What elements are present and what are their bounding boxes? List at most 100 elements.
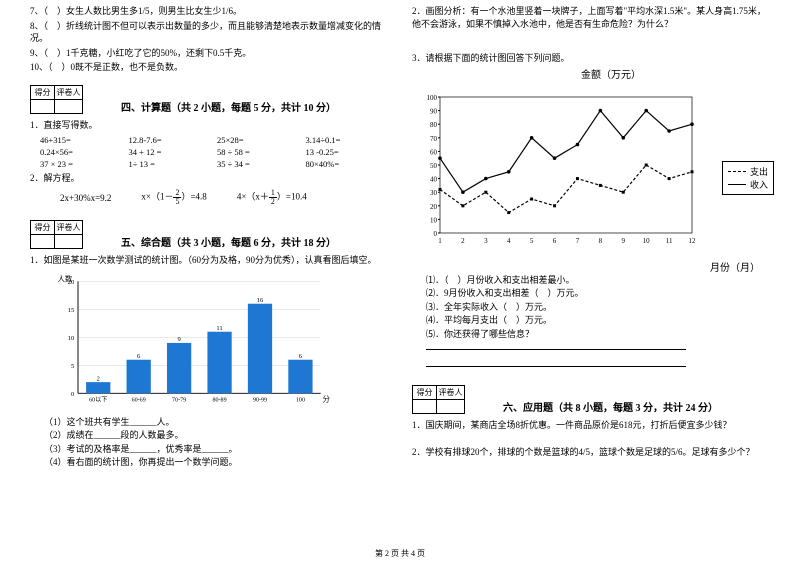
q8: 8、（ ）折线统计图不但可以表示出数量的多少，而且能够清楚地表示数量增减变化的情… bbox=[30, 20, 388, 45]
left-column: 7、（ ）女生人数比男生多1/5，则男生比女生少1/6。 8、（ ）折线统计图不… bbox=[30, 4, 388, 545]
r-subq-2: ⑵．9月份收入和支出相差（ ）万元。 bbox=[426, 287, 770, 301]
section4-title: 四、计算题（共 2 小题，每题 5 分，共计 10 分） bbox=[121, 99, 336, 114]
svg-text:40: 40 bbox=[430, 175, 438, 183]
legend-dash-icon bbox=[728, 171, 746, 172]
svg-text:11: 11 bbox=[216, 325, 222, 332]
svg-text:100: 100 bbox=[296, 397, 305, 403]
answer-line bbox=[426, 366, 686, 367]
svg-text:5: 5 bbox=[71, 363, 74, 370]
svg-text:80-89: 80-89 bbox=[213, 397, 227, 403]
section5-head: 得分评卷人 五、综合题（共 3 小题，每题 6 分，共计 18 分） bbox=[30, 220, 388, 249]
svg-text:7: 7 bbox=[576, 237, 580, 245]
legend-income-label: 收入 bbox=[750, 178, 768, 191]
section5-title: 五、综合题（共 3 小题，每题 6 分，共计 18 分） bbox=[121, 234, 336, 249]
line-chart-svg: 0102030405060708090100123456789101112 bbox=[412, 91, 752, 251]
frac-den: 2 bbox=[269, 198, 277, 206]
score-label: 得分 bbox=[31, 221, 55, 235]
legend-expense-label: 支出 bbox=[750, 165, 768, 178]
subq-3: （3）考试的及格率是______，优秀率是______。 bbox=[44, 443, 388, 457]
score-cell bbox=[31, 99, 55, 113]
score-cell bbox=[413, 400, 437, 414]
svg-text:10: 10 bbox=[68, 335, 75, 342]
svg-text:0: 0 bbox=[434, 230, 438, 238]
q6-2: 2．学校有排球20个，排球的个数是篮球的4/5，篮球个数是足球的5/6。足球有多… bbox=[412, 446, 770, 459]
svg-text:11: 11 bbox=[666, 237, 673, 245]
eq2-pre: x×（1－ bbox=[141, 192, 173, 202]
svg-text:10: 10 bbox=[430, 216, 438, 224]
equation-row: 2x+30%x=9.2 x×（1－25）=4.8 4×（x＋12）=10.4 bbox=[60, 189, 388, 206]
svg-text:9: 9 bbox=[622, 237, 626, 245]
subq-1: （1）这个班共有学生______人。 bbox=[44, 416, 388, 430]
q6-1: 1．国庆期间，某商店全场8折优惠。一件商品原价是618元，打折后便宜多少钱？ bbox=[412, 419, 770, 432]
svg-text:90-99: 90-99 bbox=[253, 397, 267, 403]
eq3-post: ）=10.4 bbox=[277, 192, 307, 202]
grader-cell bbox=[55, 99, 83, 113]
legend-line-icon bbox=[728, 184, 746, 185]
score-label: 得分 bbox=[413, 386, 437, 400]
line-chart-title: 金额（万元） bbox=[452, 66, 770, 81]
score-table-6: 得分评卷人 bbox=[412, 385, 465, 414]
calc-cell: 0.24×56= bbox=[40, 147, 123, 157]
score-label: 得分 bbox=[31, 85, 55, 99]
svg-text:100: 100 bbox=[427, 94, 438, 102]
calc-label: 1．直接写得数。 bbox=[30, 119, 388, 132]
legend-income: 收入 bbox=[728, 178, 768, 191]
legend-expense: 支出 bbox=[728, 165, 768, 178]
bar-chart: 05101520人数260以下660-69970-791180-891690-9… bbox=[50, 272, 330, 412]
calc-cell: 35 ÷ 34 = bbox=[217, 159, 300, 169]
subq-2: （2）成绩在______段的人数最多。 bbox=[44, 429, 388, 443]
r-subq-1: ⑴．（ ）月份收入和支出相差最小。 bbox=[426, 274, 770, 288]
page-footer: 第 2 页 共 4 页 bbox=[0, 548, 800, 559]
calc-cell: 25×28= bbox=[217, 135, 300, 145]
score-cell bbox=[31, 235, 55, 249]
svg-text:分数: 分数 bbox=[323, 393, 330, 403]
svg-text:6: 6 bbox=[299, 353, 303, 360]
grader-cell bbox=[437, 400, 465, 414]
section6-title: 六、应用题（共 8 小题，每题 3 分，共计 24 分） bbox=[503, 399, 718, 414]
svg-text:12: 12 bbox=[689, 237, 697, 245]
svg-text:30: 30 bbox=[430, 189, 438, 197]
svg-text:16: 16 bbox=[257, 297, 264, 304]
r-q2: 2．画图分析：有一个水池里竖着一块牌子，上面写着"平均水深1.5米"。某人身高1… bbox=[412, 5, 770, 30]
calc-cell: 13 -0.25= bbox=[306, 147, 389, 157]
svg-text:1: 1 bbox=[438, 237, 442, 245]
svg-text:4: 4 bbox=[507, 237, 511, 245]
r-subq-4: ⑷．平均每月支出（ ）万元。 bbox=[426, 314, 770, 328]
r-q3: 3．请根据下面的统计图回答下列问题。 bbox=[412, 52, 770, 65]
calc-cell: 80×40%= bbox=[306, 159, 389, 169]
eq3: 4×（x＋12）=10.4 bbox=[237, 189, 307, 206]
right-column: 2．画图分析：有一个水池里竖着一块牌子，上面写着"平均水深1.5米"。某人身高1… bbox=[412, 4, 770, 545]
svg-text:70-79: 70-79 bbox=[172, 397, 186, 403]
section6-head: 得分评卷人 六、应用题（共 8 小题，每题 3 分，共计 24 分） bbox=[412, 385, 770, 414]
grader-cell bbox=[55, 235, 83, 249]
svg-text:3: 3 bbox=[484, 237, 488, 245]
svg-text:0: 0 bbox=[71, 391, 75, 398]
q10: 10、（ ）0既不是正数，也不是负数。 bbox=[30, 61, 388, 74]
svg-text:50: 50 bbox=[430, 162, 438, 170]
calc-cell: 58 ÷ 58 = bbox=[217, 147, 300, 157]
q5-1: 1．如图是某班一次数学测试的统计图。（60分为及格，90分为优秀），认真看图后填… bbox=[30, 254, 388, 267]
eq2: x×（1－25）=4.8 bbox=[141, 189, 206, 206]
svg-text:2: 2 bbox=[461, 237, 465, 245]
calc-cell: 46+315= bbox=[40, 135, 123, 145]
svg-text:60: 60 bbox=[430, 148, 438, 156]
svg-text:人数: 人数 bbox=[57, 273, 72, 283]
svg-text:60-69: 60-69 bbox=[132, 397, 146, 403]
q9: 9、（ ）1千克糖，小红吃了它的50%，还剩下0.5千克。 bbox=[30, 47, 388, 60]
line-chart-wrap: 0102030405060708090100123456789101112 支出… bbox=[412, 91, 770, 253]
eq1: 2x+30%x=9.2 bbox=[60, 193, 111, 203]
bar-chart-svg: 05101520人数260以下660-69970-791180-891690-9… bbox=[50, 272, 330, 412]
svg-text:8: 8 bbox=[599, 237, 603, 245]
calc-cell: 12.8-7.6= bbox=[129, 135, 212, 145]
grader-label: 评卷人 bbox=[55, 221, 83, 235]
svg-text:15: 15 bbox=[68, 307, 75, 314]
svg-text:6: 6 bbox=[553, 237, 557, 245]
svg-text:20: 20 bbox=[430, 203, 438, 211]
svg-text:10: 10 bbox=[643, 237, 651, 245]
calc-cell: 34 + 12 = bbox=[129, 147, 212, 157]
svg-text:90: 90 bbox=[430, 107, 438, 115]
xlabel: 月份（月） bbox=[412, 259, 760, 274]
score-table-5: 得分评卷人 bbox=[30, 220, 83, 249]
svg-text:9: 9 bbox=[177, 336, 180, 343]
eq2-post: ）=4.8 bbox=[181, 192, 206, 202]
